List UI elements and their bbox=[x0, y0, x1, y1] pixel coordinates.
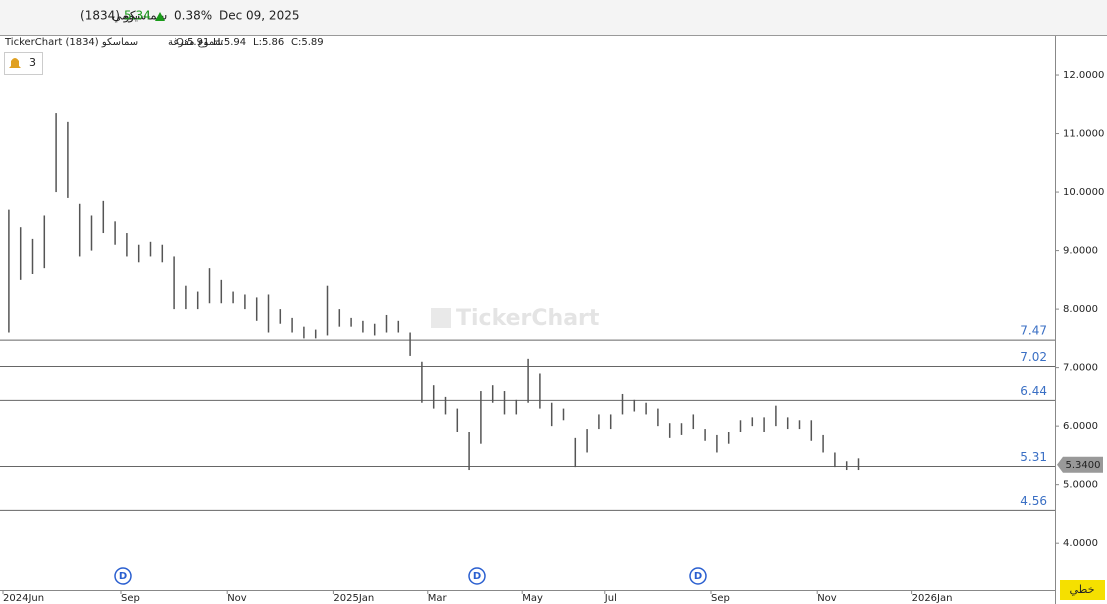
info-high: H:5.94 bbox=[213, 37, 246, 48]
dividend-label: D bbox=[119, 571, 127, 582]
dividend-marker bbox=[468, 567, 486, 585]
alerts-box[interactable] bbox=[4, 52, 43, 75]
info-source: TickerChart سماسكو (1834) bbox=[4, 37, 138, 48]
y-tick-label: 9.0000 bbox=[1063, 246, 1098, 257]
y-tick-label: 5.0000 bbox=[1063, 480, 1098, 491]
info-low: L:5.86 bbox=[253, 37, 284, 48]
y-tick-label: 10.0000 bbox=[1063, 187, 1104, 198]
period[interactable]: يومي bbox=[112, 9, 138, 24]
dividend-marker bbox=[689, 567, 707, 585]
last-price-label: 5.3400 bbox=[1066, 460, 1101, 471]
x-tick-label: Sep bbox=[121, 593, 140, 604]
last-price-tag bbox=[1057, 456, 1103, 473]
dividend-marker bbox=[114, 567, 132, 585]
price: 5.34 bbox=[124, 9, 151, 23]
x-tick-label: Nov bbox=[817, 593, 837, 604]
x-tick-label: Jul bbox=[604, 593, 617, 604]
y-tick-label: 7.0000 bbox=[1063, 363, 1098, 374]
x-tick-label: 2024Jun bbox=[3, 593, 44, 604]
x-tick-label: May bbox=[522, 593, 543, 604]
chart-type-label[interactable]: خطي bbox=[1070, 583, 1095, 596]
y-tick-label: 12.0000 bbox=[1063, 70, 1104, 81]
x-tick-label: Nov bbox=[227, 593, 247, 604]
level-label: 7.47 bbox=[1020, 324, 1047, 338]
y-tick-label: 11.0000 bbox=[1063, 129, 1104, 140]
dividend-label: D bbox=[473, 571, 481, 582]
info-close: C:5.89 bbox=[291, 37, 324, 48]
alerts-count: 3 bbox=[29, 56, 36, 69]
level-label: 5.31 bbox=[1020, 450, 1047, 464]
symbol[interactable]: سماسكو (1834) bbox=[80, 9, 167, 24]
bell-icon bbox=[9, 58, 21, 68]
up-arrow bbox=[155, 12, 165, 21]
date: Dec 09, 2025 bbox=[219, 9, 299, 23]
x-tick-label: Sep bbox=[711, 593, 730, 604]
header-bar bbox=[0, 0, 1107, 35]
watermark-icon bbox=[431, 308, 451, 328]
info-open: O:5.91 bbox=[176, 37, 209, 48]
level-label: 6.44 bbox=[1020, 384, 1047, 398]
change: 0.38% bbox=[174, 9, 212, 23]
y-tick-label: 6.0000 bbox=[1063, 421, 1098, 432]
level-label: 4.56 bbox=[1020, 494, 1047, 508]
watermark: TickerChart bbox=[456, 306, 600, 331]
info-style: شموع مفرغة bbox=[168, 37, 223, 48]
y-tick-label: 8.0000 bbox=[1063, 304, 1098, 315]
level-label: 7.02 bbox=[1020, 350, 1047, 364]
chart-type-button[interactable] bbox=[1060, 580, 1105, 600]
x-tick-label: 2025Jan bbox=[333, 593, 374, 604]
x-tick-label: 2026Jan bbox=[912, 593, 953, 604]
y-tick-label: 4.0000 bbox=[1063, 538, 1098, 549]
x-tick-label: Mar bbox=[428, 593, 448, 604]
dividend-label: D bbox=[694, 571, 702, 582]
